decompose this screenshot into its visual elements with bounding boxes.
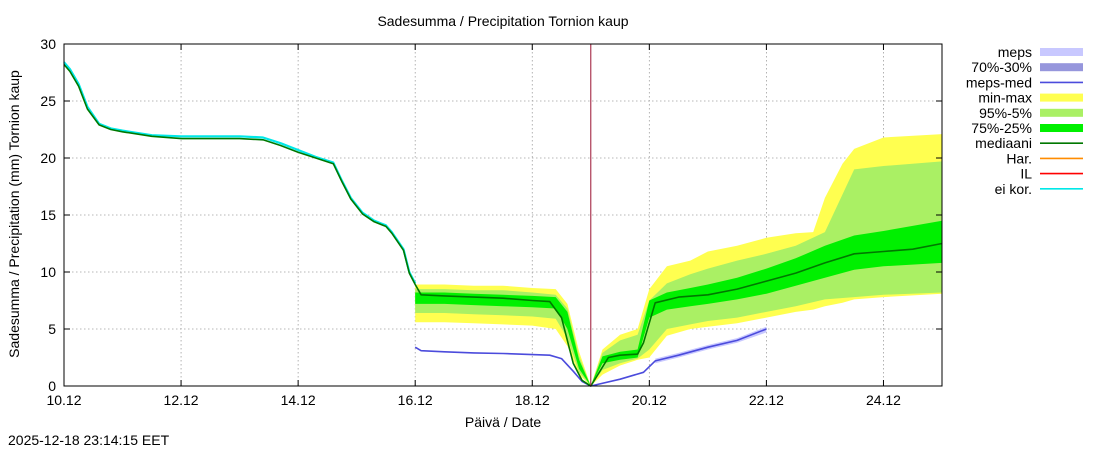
x-tick-label: 16.12 [398, 392, 433, 408]
x-tick-label: 22.12 [749, 392, 784, 408]
legend-swatch [1040, 63, 1083, 72]
plot-frame [63, 43, 943, 387]
bands [415, 134, 942, 386]
x-tick-label: 14.12 [281, 392, 316, 408]
legend-swatch [1040, 93, 1083, 102]
legend-label: meps [998, 44, 1032, 60]
grid [64, 44, 942, 386]
legend-label: IL [1020, 166, 1032, 182]
timestamp: 2025-12-18 23:14:15 EET [8, 432, 170, 448]
legend-label: meps-med [966, 74, 1032, 90]
legend-label: Har. [1006, 150, 1032, 166]
y-tick-label: 15 [40, 207, 56, 223]
line-mediaani [63, 63, 943, 387]
legend-label: ei kor. [995, 181, 1032, 197]
x-tick-label: 24.12 [866, 392, 901, 408]
y-axis-label: Sadesumma / Precipitation (mm) Tornion k… [6, 70, 22, 358]
y-tick-label: 10 [40, 264, 56, 280]
x-tick-label: 20.12 [632, 392, 667, 408]
x-axis-label: Päivä / Date [465, 414, 541, 430]
y-tick-label: 5 [48, 321, 56, 337]
legend-label: min-max [978, 90, 1032, 106]
x-tick-label: 10.12 [46, 392, 81, 408]
x-tick-label: 18.12 [515, 392, 550, 408]
y-tick-label: 0 [48, 378, 56, 394]
legend: meps70%-30%meps-medmin-max95%-5%75%-25%m… [966, 44, 1083, 197]
y-tick-label: 25 [40, 93, 56, 109]
legend-swatch [1040, 48, 1083, 56]
chart-title: Sadesumma / Precipitation Tornion kaup [377, 13, 628, 29]
axis-ticks: 0 5 10 15 20 25 30 10.12 12.12 14.12 16.12 18.12 20.… [40, 36, 942, 408]
legend-label: 95%-5% [979, 105, 1032, 121]
line-meps-med [414, 328, 767, 387]
legend-label: 75%-25% [971, 120, 1032, 136]
band-75-25- [415, 220, 942, 386]
band-min-max [415, 134, 942, 386]
legend-swatch [1040, 124, 1083, 132]
series-lines [63, 61, 943, 387]
legend-swatch [1040, 108, 1083, 117]
line-ei-kor- [63, 61, 417, 284]
y-tick-label: 30 [40, 36, 56, 52]
y-tick-label: 20 [40, 150, 56, 166]
legend-label: 70%-30% [971, 59, 1032, 75]
x-tick-label: 12.12 [164, 392, 199, 408]
legend-label: mediaani [975, 135, 1032, 151]
